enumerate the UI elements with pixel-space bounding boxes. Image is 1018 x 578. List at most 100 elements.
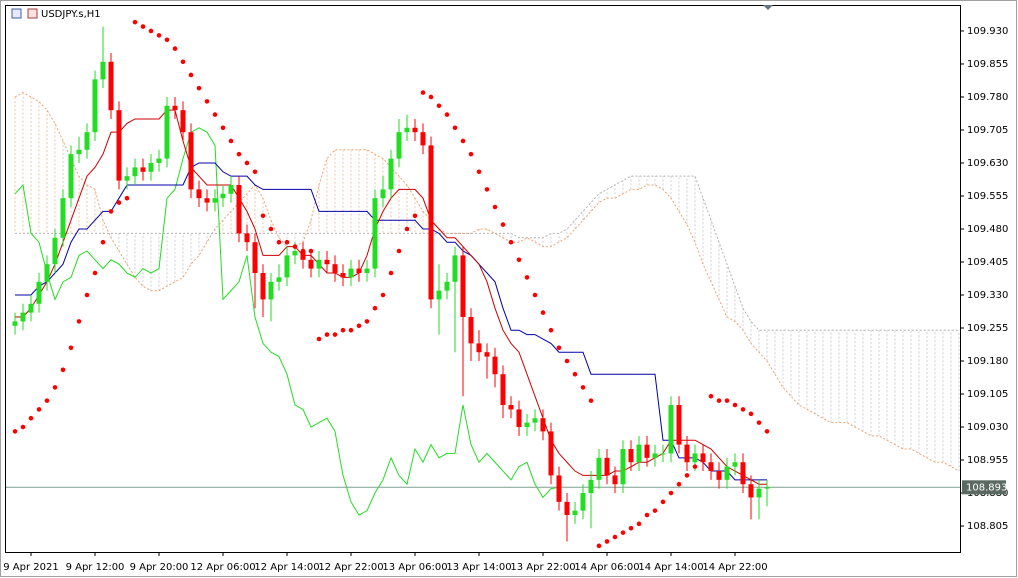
candle-body bbox=[36, 281, 42, 304]
sar-dot bbox=[292, 244, 298, 249]
candle-body bbox=[516, 409, 522, 428]
y-tick-label: 108.955 bbox=[967, 455, 1008, 466]
sar-dot bbox=[124, 195, 130, 201]
x-tick-label: 14 Apr 22:00 bbox=[702, 562, 767, 573]
sar-dot bbox=[524, 275, 530, 280]
sar-dot bbox=[60, 367, 66, 373]
senkou-span-b bbox=[15, 175, 959, 331]
shift-marker bbox=[763, 5, 773, 10]
y-tick-label: 109.480 bbox=[967, 224, 1008, 235]
candle-body bbox=[108, 61, 114, 111]
candle-body bbox=[76, 149, 82, 155]
candle-body bbox=[308, 259, 314, 269]
sar-dot bbox=[708, 393, 714, 399]
candle-body bbox=[100, 61, 106, 80]
sar-dot bbox=[372, 305, 378, 311]
y-tick-label: 109.555 bbox=[967, 191, 1008, 202]
candle-body bbox=[652, 453, 658, 458]
candle-body bbox=[676, 405, 682, 445]
candle-body bbox=[212, 198, 218, 203]
sar-dot bbox=[668, 490, 674, 496]
candle-body bbox=[252, 242, 258, 273]
candle-body bbox=[660, 453, 666, 455]
candle-body bbox=[68, 154, 74, 199]
y-tick-label: 109.780 bbox=[967, 92, 1008, 103]
sar-dot bbox=[52, 385, 58, 390]
sar-dot bbox=[332, 332, 338, 337]
sar-dot bbox=[620, 530, 626, 535]
sar-dot bbox=[652, 508, 658, 513]
y-tick-label: 109.255 bbox=[967, 323, 1008, 334]
y-tick-label: 108.805 bbox=[967, 521, 1008, 532]
sar-dot bbox=[748, 411, 754, 417]
candle-body bbox=[244, 233, 250, 243]
candle-body bbox=[692, 453, 698, 463]
sar-dot bbox=[20, 424, 26, 430]
sar-dot bbox=[572, 371, 578, 377]
candle-body bbox=[116, 110, 122, 181]
sar-dot bbox=[300, 248, 306, 254]
y-tick-label: 109.930 bbox=[967, 26, 1008, 37]
sar-dot bbox=[148, 28, 154, 34]
candle-body bbox=[372, 198, 378, 269]
candle-body bbox=[476, 343, 482, 353]
sar-dot bbox=[404, 226, 410, 232]
candle-body bbox=[388, 158, 394, 190]
sar-dot bbox=[28, 415, 34, 421]
sar-dot bbox=[244, 160, 250, 166]
candle-body bbox=[276, 277, 282, 282]
y-tick-label: 109.180 bbox=[967, 356, 1008, 367]
candle-body bbox=[164, 105, 170, 159]
sar-dot bbox=[156, 33, 162, 38]
chart-icon bbox=[27, 8, 38, 19]
sar-dot bbox=[108, 209, 114, 214]
y-tick-label: 109.405 bbox=[967, 257, 1008, 268]
chart-icon bbox=[11, 8, 22, 19]
sar-dot bbox=[548, 327, 554, 333]
sar-dot bbox=[180, 59, 186, 65]
candle-body bbox=[724, 466, 730, 480]
sar-dot bbox=[508, 239, 514, 245]
y-tick-label: 109.105 bbox=[967, 389, 1008, 400]
candle-body bbox=[572, 510, 578, 516]
sar-dot bbox=[268, 226, 274, 232]
candle-body bbox=[524, 422, 530, 428]
sar-dot bbox=[444, 112, 450, 117]
sar-dot bbox=[500, 222, 506, 227]
sar-dot bbox=[116, 200, 122, 205]
candle-body bbox=[420, 132, 426, 146]
chart-title: USDJPY.s,H1 bbox=[41, 9, 101, 20]
sar-dot bbox=[196, 85, 202, 91]
sar-dot bbox=[76, 319, 82, 324]
chikou-span bbox=[14, 127, 560, 516]
y-tick-label: 109.630 bbox=[967, 158, 1008, 169]
x-tick-label: 9 Apr 20:00 bbox=[130, 562, 189, 573]
sar-dot bbox=[92, 270, 98, 276]
candle-body bbox=[540, 418, 546, 432]
candle-body bbox=[612, 475, 618, 485]
sar-dot bbox=[84, 292, 90, 298]
sar-dot bbox=[428, 94, 434, 100]
candle-body bbox=[124, 176, 130, 181]
candle-body bbox=[364, 268, 370, 273]
sar-dot bbox=[44, 398, 50, 403]
sar-dot bbox=[356, 323, 362, 329]
candle-body bbox=[188, 132, 194, 190]
candle-body bbox=[508, 405, 514, 410]
sar-dot bbox=[540, 310, 546, 315]
sar-dot bbox=[660, 499, 666, 505]
sar-dot bbox=[132, 19, 138, 25]
sar-dot bbox=[276, 239, 282, 245]
sar-dot bbox=[580, 385, 586, 390]
sar-dot bbox=[604, 539, 610, 544]
sar-dot bbox=[260, 213, 266, 219]
sar-dot bbox=[556, 345, 562, 351]
sar-dot bbox=[740, 407, 746, 412]
candle-body bbox=[316, 259, 322, 269]
candle-body bbox=[132, 167, 138, 177]
candle-body bbox=[668, 405, 674, 454]
sar-dot bbox=[596, 543, 602, 549]
sar-dot bbox=[420, 90, 426, 95]
candle-body bbox=[348, 268, 354, 278]
